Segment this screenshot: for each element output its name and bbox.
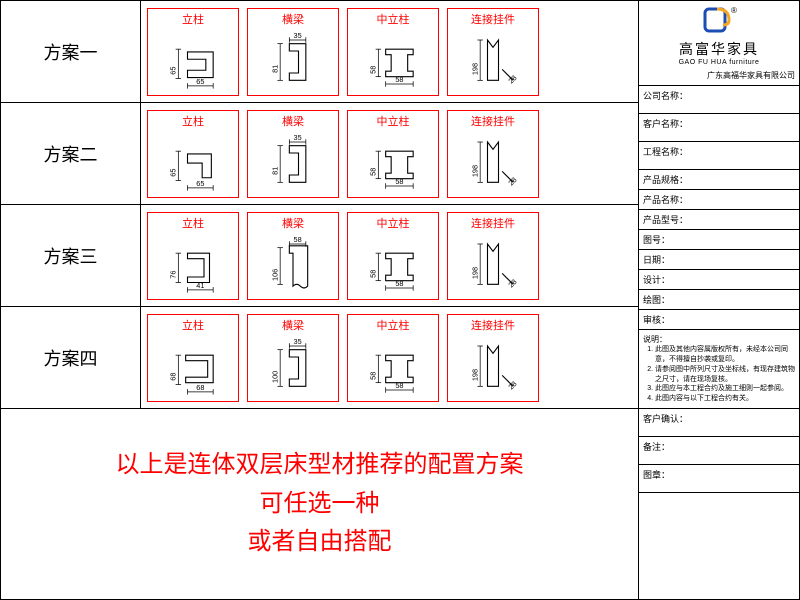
svg-text:198: 198 bbox=[470, 368, 479, 380]
svg-text:65: 65 bbox=[196, 179, 204, 188]
svg-text:68: 68 bbox=[169, 372, 178, 380]
brand-cn: 高富华家具 bbox=[643, 39, 795, 59]
svg-text:81: 81 bbox=[270, 64, 279, 72]
title-block-field: 客户名称： bbox=[639, 114, 799, 142]
footer-line-1: 以上是连体双层床型材推荐的配置方案 bbox=[116, 446, 524, 484]
footer-line-2: 可任选一种 bbox=[260, 485, 380, 523]
profile-beam: 横梁 81 35 bbox=[247, 8, 339, 96]
svg-text:58: 58 bbox=[395, 75, 403, 84]
profile-connector: 连接挂件 198 28 bbox=[447, 314, 539, 402]
plan-row: 方案一 立柱 65 65 横梁 81 35 中立柱 58 58 连接挂件 198 bbox=[1, 1, 638, 103]
title-block-field: 公司名称： bbox=[639, 86, 799, 114]
footer-line-3: 或者自由搭配 bbox=[248, 523, 392, 561]
svg-text:41: 41 bbox=[196, 281, 204, 290]
logo-block: ® 高富华家具 GAO FU HUA furniture 广东高福华家具有限公司 bbox=[639, 1, 799, 86]
profile-post: 立柱 65 65 bbox=[147, 110, 239, 198]
svg-text:35: 35 bbox=[294, 133, 302, 142]
svg-text:100: 100 bbox=[270, 370, 279, 382]
brand-en: GAO FU HUA furniture bbox=[643, 59, 795, 66]
title-block-field: 产品名称： bbox=[639, 190, 799, 210]
title-block-field: 产品型号： bbox=[639, 210, 799, 230]
drawing-sheet: 方案一 立柱 65 65 横梁 81 35 中立柱 58 58 连接挂件 198 bbox=[0, 0, 800, 600]
svg-text:58: 58 bbox=[395, 177, 403, 186]
notes-heading: 说明： bbox=[643, 334, 795, 345]
plan-label: 方案三 bbox=[1, 205, 141, 306]
profile-beam: 横梁 106 58 bbox=[247, 212, 339, 300]
note-item: 此图及其他内容属版权所有，未经本公司同意，不得擅自抄袭或复印。 bbox=[655, 345, 795, 365]
svg-text:35: 35 bbox=[294, 337, 302, 346]
svg-text:58: 58 bbox=[369, 167, 378, 175]
plan-label: 方案四 bbox=[1, 307, 141, 408]
profile-mid: 中立柱 58 58 bbox=[347, 8, 439, 96]
notes-list: 此图及其他内容属版权所有，未经本公司同意，不得擅自抄袭或复印。请参阅图中所列尺寸… bbox=[643, 345, 795, 404]
footer-note: 以上是连体双层床型材推荐的配置方案 可任选一种 或者自由搭配 bbox=[1, 409, 638, 599]
note-item: 此图应与本工程合约及施工细则一起参阅。 bbox=[655, 384, 795, 394]
profile-post: 立柱 68 68 bbox=[147, 314, 239, 402]
profile-mid: 中立柱 58 58 bbox=[347, 212, 439, 300]
svg-text:198: 198 bbox=[470, 266, 479, 278]
note-item: 请参阅图中所列尺寸及坐标线，有现存建筑物之尺寸，请在现场复核。 bbox=[655, 365, 795, 385]
title-block-field: 工程名称： bbox=[639, 142, 799, 170]
svg-text:106: 106 bbox=[270, 268, 279, 280]
title-block: ® 高富华家具 GAO FU HUA furniture 广东高福华家具有限公司… bbox=[639, 1, 799, 599]
plan-row: 方案三 立柱 76 41 横梁 106 58 中立柱 58 58 连接挂件 19… bbox=[1, 205, 638, 307]
title-block-field: 客户确认： bbox=[639, 409, 799, 437]
svg-text:76: 76 bbox=[169, 270, 178, 278]
svg-text:65: 65 bbox=[169, 66, 178, 74]
main-area: 方案一 立柱 65 65 横梁 81 35 中立柱 58 58 连接挂件 198 bbox=[1, 1, 639, 599]
title-block-field: 产品规格： bbox=[639, 170, 799, 190]
title-block-field: 设计： bbox=[639, 270, 799, 290]
logo-icon: ® bbox=[699, 5, 739, 35]
profiles: 立柱 65 65 横梁 81 35 中立柱 58 58 连接挂件 198 28 bbox=[141, 1, 638, 102]
title-block-field: 绘图： bbox=[639, 290, 799, 310]
svg-text:58: 58 bbox=[395, 279, 403, 288]
notes-block: 说明： 此图及其他内容属版权所有，未经本公司同意，不得擅自抄袭或复印。请参阅图中… bbox=[639, 330, 799, 409]
svg-text:65: 65 bbox=[169, 168, 178, 176]
svg-text:58: 58 bbox=[369, 65, 378, 73]
svg-text:65: 65 bbox=[196, 77, 204, 86]
title-block-field: 图号： bbox=[639, 230, 799, 250]
profile-beam: 横梁 81 35 bbox=[247, 110, 339, 198]
brand-sub: 广东高福华家具有限公司 bbox=[643, 70, 795, 81]
plan-label: 方案二 bbox=[1, 103, 141, 204]
svg-text:198: 198 bbox=[470, 62, 479, 74]
svg-text:68: 68 bbox=[196, 383, 204, 392]
svg-text:198: 198 bbox=[470, 164, 479, 176]
profiles: 立柱 76 41 横梁 106 58 中立柱 58 58 连接挂件 198 28 bbox=[141, 205, 638, 306]
plan-label: 方案一 bbox=[1, 1, 141, 102]
profile-post: 立柱 76 41 bbox=[147, 212, 239, 300]
plan-row: 方案二 立柱 65 65 横梁 81 35 中立柱 58 58 连接挂件 198 bbox=[1, 103, 638, 205]
title-block-field: 日期： bbox=[639, 250, 799, 270]
svg-text:35: 35 bbox=[294, 31, 302, 40]
note-item: 此图内容与以下工程合约有关。 bbox=[655, 394, 795, 404]
svg-text:58: 58 bbox=[395, 381, 403, 390]
plan-row: 方案四 立柱 68 68 横梁 100 35 中立柱 58 58 连接挂件 19… bbox=[1, 307, 638, 409]
profile-post: 立柱 65 65 bbox=[147, 8, 239, 96]
title-block-field: 图章： bbox=[639, 465, 799, 493]
svg-text:®: ® bbox=[731, 6, 737, 15]
profiles: 立柱 65 65 横梁 81 35 中立柱 58 58 连接挂件 198 28 bbox=[141, 103, 638, 204]
profile-connector: 连接挂件 198 28 bbox=[447, 8, 539, 96]
svg-text:58: 58 bbox=[369, 371, 378, 379]
profile-mid: 中立柱 58 58 bbox=[347, 110, 439, 198]
profile-mid: 中立柱 58 58 bbox=[347, 314, 439, 402]
profile-beam: 横梁 100 35 bbox=[247, 314, 339, 402]
title-block-field: 审核： bbox=[639, 310, 799, 330]
profiles: 立柱 68 68 横梁 100 35 中立柱 58 58 连接挂件 198 28 bbox=[141, 307, 638, 408]
svg-text:81: 81 bbox=[270, 166, 279, 174]
svg-text:58: 58 bbox=[369, 269, 378, 277]
svg-text:58: 58 bbox=[294, 235, 302, 244]
title-block-field: 备注： bbox=[639, 437, 799, 465]
profile-connector: 连接挂件 198 28 bbox=[447, 212, 539, 300]
profile-connector: 连接挂件 198 28 bbox=[447, 110, 539, 198]
